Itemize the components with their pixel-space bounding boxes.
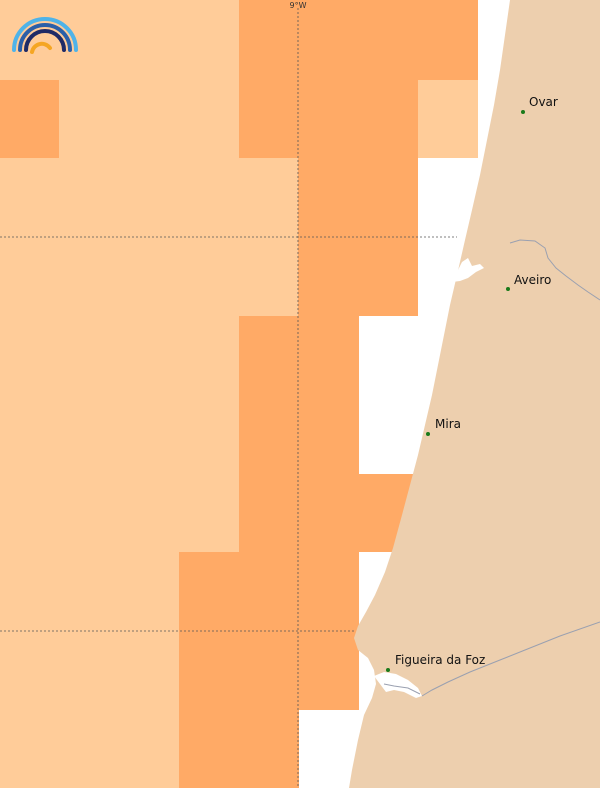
land-area [349,0,600,788]
grid-cell [239,0,478,80]
city-label-ovar: Ovar [529,95,558,109]
grid-cell [239,80,418,158]
grid-cell [239,316,359,474]
mondego-river [421,621,600,697]
grid-cell [179,710,299,788]
grid-cell [0,316,239,552]
city-label-figueira-da-foz: Figueira da Foz [395,653,485,667]
city-label-mira: Mira [435,417,461,431]
grid-cell [59,80,239,158]
mondego-estuary [374,672,422,698]
estuary-channel [383,683,421,695]
aveiro-lagoon [450,258,484,282]
grid-cell [0,0,239,80]
city-markers: Ovar Aveiro Mira Figueira da Foz [386,95,558,672]
city-dot-figueira-da-foz[interactable] [386,668,390,672]
meridian-label: 9°W [290,1,307,10]
city-dot-aveiro[interactable] [506,287,510,291]
grid-cell [0,80,59,158]
grid-cell [418,80,478,158]
rainbow-logo-icon [12,17,78,54]
graticule [0,8,457,788]
data-grid [0,0,478,788]
rivers [383,239,600,697]
grid-cell [0,552,179,788]
grid-cell [239,474,419,552]
city-label-aveiro: Aveiro [514,273,551,287]
city-dot-ovar[interactable] [521,110,525,114]
vouga-river [509,239,600,301]
city-dot-mira[interactable] [426,432,430,436]
